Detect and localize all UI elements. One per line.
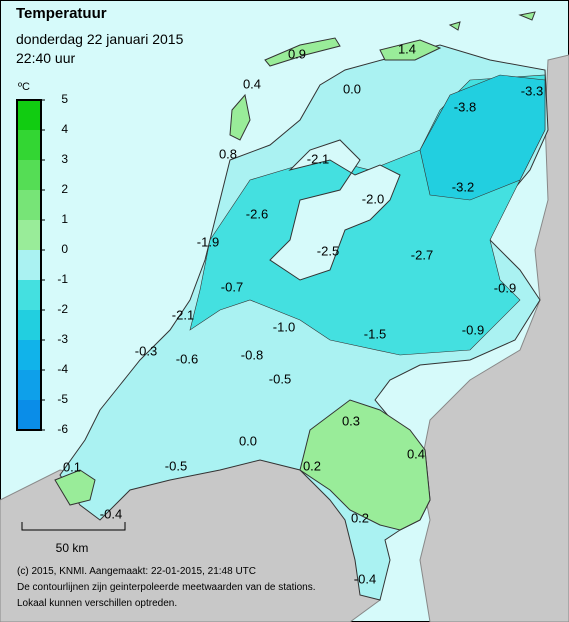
station-value: -0.6 — [176, 351, 198, 366]
station-value: -0.4 — [100, 506, 122, 521]
station-value: 0.2 — [303, 458, 321, 473]
legend-swatch — [17, 130, 41, 160]
station-value: 0.9 — [288, 46, 306, 61]
scale-bar — [21, 522, 126, 531]
station-value: -0.9 — [462, 322, 484, 337]
station-value: -2.6 — [246, 206, 268, 221]
legend-unit: ºC — [18, 81, 30, 93]
legend-label: 5 — [61, 92, 68, 106]
legend-label: -2 — [57, 302, 68, 316]
station-value: 1.4 — [398, 41, 416, 56]
legend-swatch — [17, 280, 41, 310]
station-value: 0.8 — [219, 146, 237, 161]
footer-line: (c) 2015, KNMI. Aangemaakt: 22-01-2015, … — [17, 566, 256, 577]
legend-label: 1 — [61, 212, 68, 226]
legend-label: -5 — [57, 392, 68, 406]
station-value: -0.5 — [165, 458, 187, 473]
station-value: -2.5 — [317, 243, 339, 258]
island — [264, 37, 341, 67]
station-value: 0.2 — [351, 510, 369, 525]
legend-swatch — [17, 400, 41, 430]
station-value: 0.4 — [243, 76, 261, 91]
station-value: 0.3 — [342, 413, 360, 428]
station-value: -2.1 — [307, 151, 329, 166]
legend-label: -6 — [57, 422, 68, 436]
legend-label: 2 — [61, 182, 68, 196]
island — [379, 39, 442, 61]
legend-label: -3 — [57, 332, 68, 346]
station-value: 0.0 — [239, 433, 257, 448]
station-value: 0.0 — [343, 81, 361, 96]
station-value: -0.5 — [269, 371, 291, 386]
legend-swatch — [17, 160, 41, 190]
station-value: -0.8 — [241, 347, 263, 362]
warm-region — [299, 399, 431, 531]
legend-label: 0 — [61, 242, 68, 256]
legend-label: 3 — [61, 152, 68, 166]
title: Temperatuur — [16, 5, 107, 22]
station-value: -1.0 — [273, 319, 295, 334]
legend-label: -1 — [57, 272, 68, 286]
legend-swatch — [17, 220, 41, 250]
island — [448, 11, 536, 31]
footer-line: Lokaal kunnen verschillen optreden. — [17, 598, 177, 609]
station-value: -0.3 — [135, 343, 157, 358]
legend-swatch — [17, 190, 41, 220]
legend-swatch — [17, 310, 41, 340]
warm-region — [54, 469, 96, 506]
legend-swatch — [17, 250, 41, 280]
station-value: -3.3 — [521, 83, 543, 98]
legend-swatch — [17, 100, 41, 130]
station-value: -2.0 — [362, 191, 384, 206]
station-value: 0.4 — [407, 446, 425, 461]
ijsselmeer — [269, 139, 401, 281]
legend-swatch — [17, 340, 41, 370]
legend-frame — [16, 99, 42, 431]
station-value: -2.7 — [411, 247, 433, 262]
station-value: -0.4 — [354, 571, 376, 586]
legend-label: -4 — [57, 362, 68, 376]
station-value: -3.2 — [452, 179, 474, 194]
footer-line: De contourlijnen zijn geinterpoleerde me… — [17, 582, 316, 593]
station-value: -0.9 — [494, 280, 516, 295]
legend-label: 4 — [61, 122, 68, 136]
colder-region — [419, 74, 546, 201]
island — [229, 93, 251, 141]
station-value: -2.1 — [172, 307, 194, 322]
station-value: -1.5 — [364, 326, 386, 341]
subtitle: donderdag 22 januari 2015 — [16, 31, 184, 47]
station-value: -3.8 — [454, 99, 476, 114]
scale-label: 50 km — [56, 541, 89, 555]
germany — [419, 54, 569, 622]
station-value: -1.9 — [197, 234, 219, 249]
time: 22:40 uur — [16, 50, 75, 66]
station-value: 0.1 — [63, 459, 81, 474]
station-value: -0.7 — [221, 279, 243, 294]
legend-swatch — [17, 370, 41, 400]
